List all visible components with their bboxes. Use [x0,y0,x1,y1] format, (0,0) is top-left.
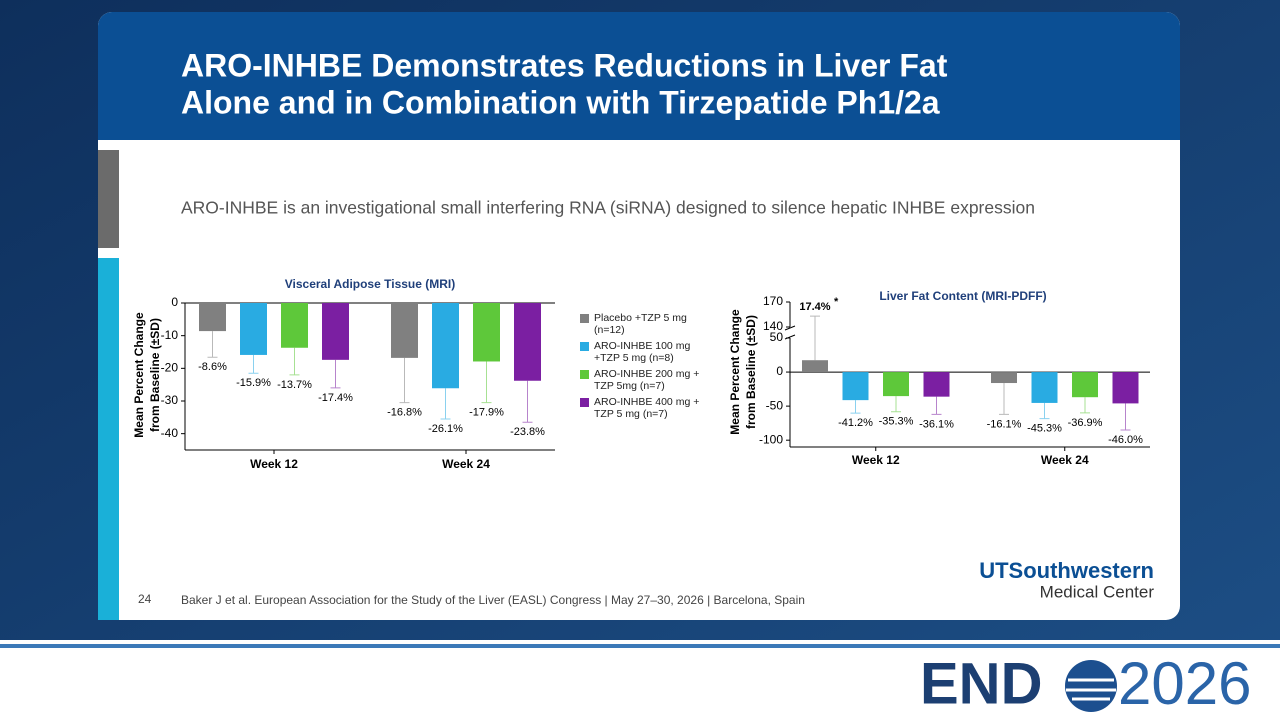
y-tick-label: 170 [763,294,783,308]
bar [842,372,869,401]
y-tick-label: -10 [161,328,179,342]
data-label: -41.2% [838,417,873,429]
error-bar [999,383,1009,415]
side-bar [98,258,119,620]
title-line: Alone and in Combination with Tirzepatid… [181,84,940,120]
data-label: -23.8% [510,426,545,438]
data-label: 17.4% [799,301,830,313]
card [98,12,1180,620]
logo-name: UTSouthwestern [979,558,1154,583]
error-bar [1080,397,1090,414]
error-bar [810,315,820,361]
error-bar [850,400,861,414]
data-label: -13.7% [277,379,312,391]
data-label: -36.1% [919,418,954,430]
subtitle: ARO-INHBE is an investigational small in… [181,198,1035,218]
y-tick-label: -30 [161,393,179,407]
event-logo-globe [1065,660,1117,712]
bar [432,303,459,389]
error-bar [207,331,218,358]
bar [883,372,909,397]
bar [923,372,950,397]
x-tick-label: Week 12 [852,453,900,467]
error-bar [522,380,533,423]
bar [281,303,308,348]
logo-subname: Medical Center [1040,582,1155,601]
data-label: -35.3% [879,416,914,428]
y-axis-label: from Baseline (±SD) [148,318,162,432]
data-label: -16.1% [987,418,1022,430]
y-tick-label: -100 [759,432,783,446]
legend-swatch [580,342,589,351]
y-tick-label: -40 [161,426,179,440]
y-axis-label: Mean Percent Change [728,309,742,435]
annotation: * [834,296,839,308]
bar [514,303,541,381]
chart-title: Visceral Adipose Tissue (MRI) [285,277,456,291]
event-logo-left: END [920,651,1042,716]
error-bar [399,357,410,404]
x-tick-label: Week 12 [250,457,298,471]
data-label: -45.3% [1027,422,1062,434]
error-bar [1120,403,1131,431]
y-axis-label: from Baseline (±SD) [744,315,758,429]
x-tick-label: Week 24 [1041,453,1089,467]
legend-swatch [580,370,589,379]
event-logo-globe-lines [1066,678,1116,701]
data-label: -17.4% [318,392,353,404]
error-bar [440,388,451,420]
y-tick-label: 50 [770,330,784,344]
bar [199,303,226,332]
bar [391,303,418,358]
legend-swatch [580,314,589,323]
bar [240,303,267,355]
error-bar [481,361,492,404]
header-band-fill [98,70,1180,140]
x-tick-label: Week 24 [442,457,490,471]
bar [1031,372,1058,403]
side-bar [98,150,119,248]
error-bar [289,347,300,376]
bar [991,372,1017,384]
event-logo-right: 2026 [1118,650,1251,717]
data-label: -15.9% [236,377,271,389]
y-axis-label: Mean Percent Change [132,312,146,438]
data-label: -8.6% [198,361,227,373]
page-number: 24 [138,592,152,606]
error-bar [891,396,901,413]
data-label: -16.8% [387,407,422,419]
data-label: -46.0% [1108,434,1143,446]
error-bar [1039,402,1050,420]
error-bar [330,359,341,389]
y-tick-label: 140 [763,319,783,333]
bar [473,303,500,362]
legend-label: ARO-INHBE 100 mg +TZP 5 mg (n=8) [594,340,691,364]
y-tick-label: 0 [776,364,783,378]
data-label: -36.9% [1068,417,1103,429]
bar [1112,372,1139,404]
y-tick-label: 0 [171,295,178,309]
legend-label: ARO-INHBE 400 mg + TZP 5 mg (n=7) [594,396,700,420]
legend-swatch [580,398,589,407]
y-tick-label: -50 [766,398,784,412]
y-tick-label: -20 [161,361,179,375]
footer-line [0,644,1280,648]
bar [322,303,349,360]
legend-label: Placebo +TZP 5 mg (n=12) [594,312,687,336]
data-label: -17.9% [469,407,504,419]
data-label: -26.1% [428,423,463,435]
chart-title: Liver Fat Content (MRI-PDFF) [879,289,1046,303]
bar [802,360,828,373]
title-line: ARO-INHBE Demonstrates Reductions in Liv… [181,47,948,83]
error-bar [931,396,942,415]
error-bar [248,354,259,374]
citation: Baker J et al. European Association for … [181,593,805,607]
legend-label: ARO-INHBE 200 mg + TZP 5mg (n=7) [594,368,700,392]
bar [1072,372,1098,398]
